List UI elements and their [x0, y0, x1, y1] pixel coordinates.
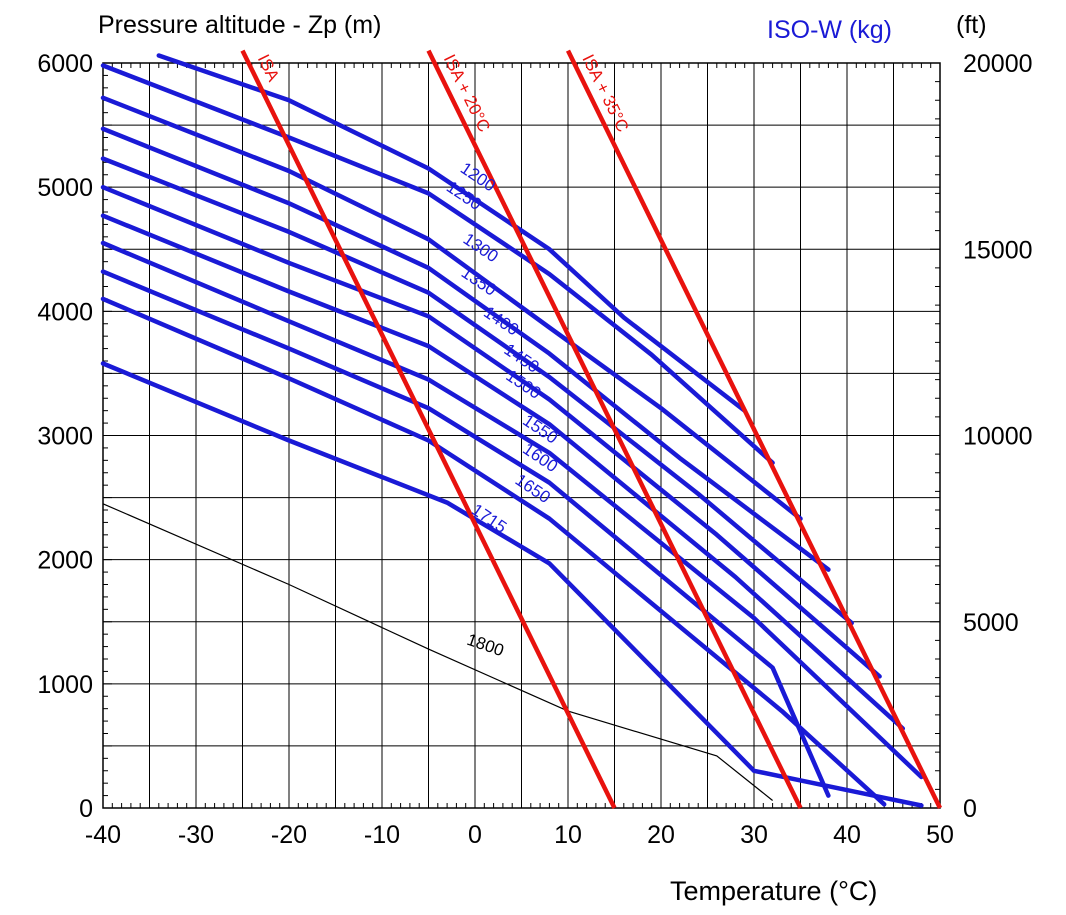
y-axis-label-left: Pressure altitude - Zp (m) [98, 11, 381, 39]
y-tick-label-left: 2000 [37, 547, 93, 575]
weight-line-1715 [100, 361, 924, 808]
weight-line-1650 [100, 296, 887, 807]
isa-line-2 [565, 49, 943, 809]
x-tick-label: -10 [364, 821, 400, 849]
isa-line-0 [240, 49, 617, 809]
weight-line-1200 [156, 53, 747, 413]
x-tick-label: -30 [178, 821, 214, 849]
y-tick-label-left: 4000 [37, 298, 93, 326]
weight-line-1400 [100, 156, 854, 626]
x-tick-label: 30 [740, 821, 768, 849]
y-tick-label-right: 5000 [963, 609, 1019, 637]
y-tick-label-left: 3000 [37, 423, 93, 451]
weight-line-1450 [100, 184, 882, 679]
x-tick-label: 0 [468, 821, 482, 849]
legend-title: ISO-W (kg) [767, 16, 892, 44]
y-tick-label-right: 20000 [963, 50, 1033, 78]
y-tick-label-right: 15000 [963, 236, 1033, 264]
y-tick-label-right: 10000 [963, 423, 1033, 451]
x-axis-label: Temperature (°C) [670, 876, 877, 906]
limit-line-1800 [102, 503, 773, 801]
y-axis-label-right: (ft) [956, 11, 987, 39]
y-tick-label-left: 6000 [37, 50, 93, 78]
y-tick-label-left: 5000 [37, 174, 93, 202]
weight-line-1600 [100, 269, 831, 798]
weight-line-1300 [100, 95, 803, 521]
weight-line-1550 [100, 240, 924, 780]
y-tick-label-left: 0 [79, 795, 93, 823]
weight-line-1250 [100, 63, 775, 466]
x-tick-label: 20 [647, 821, 675, 849]
x-tick-label: -20 [271, 821, 307, 849]
y-tick-label-right: 0 [963, 795, 977, 823]
isa-line-1 [426, 49, 803, 809]
x-tick-label: 40 [833, 821, 861, 849]
x-tick-label: -40 [85, 821, 121, 849]
y-tick-label-left: 1000 [37, 671, 93, 699]
weight-line-1350 [100, 126, 831, 572]
x-tick-label: 50 [926, 821, 954, 849]
axes [102, 62, 941, 809]
x-tick-label: 10 [554, 821, 582, 849]
series-layer [100, 49, 943, 809]
weight-line-1500 [100, 213, 906, 731]
